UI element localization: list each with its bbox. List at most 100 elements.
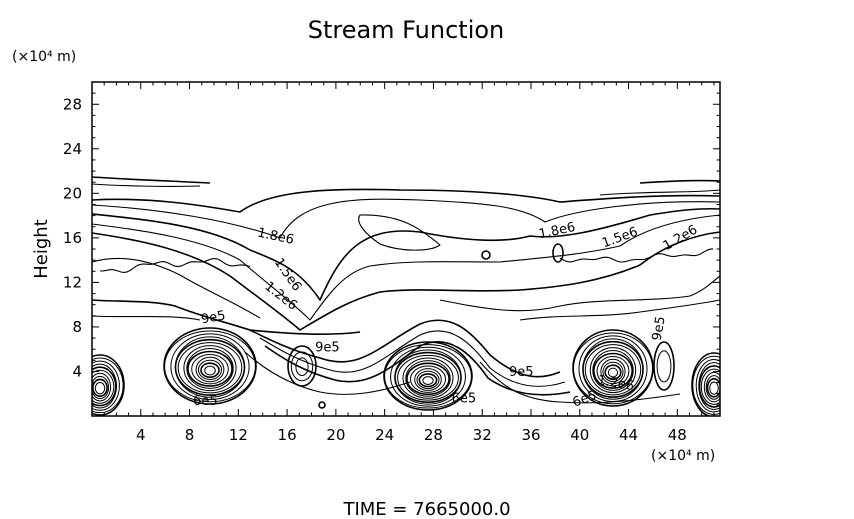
y-tick-label: 24: [63, 140, 82, 158]
vortex-contour: [164, 330, 256, 403]
vortex-contour: [607, 367, 619, 378]
vortex-contour: [198, 359, 222, 380]
x-tick-label: 32: [473, 426, 492, 444]
vortex-contour: [384, 344, 472, 409]
vortex-contour: [422, 376, 434, 385]
x-tick-label: 44: [619, 426, 638, 444]
upper-contour: [99, 257, 251, 273]
vortex-contour: [295, 357, 309, 377]
upper-contour: [92, 183, 201, 187]
vortex-contour: [92, 375, 110, 400]
upper-contour: [92, 176, 211, 184]
contour-label: 1.2e6: [661, 222, 701, 253]
upper-contour: [92, 257, 261, 319]
y-axis-label: Height: [31, 219, 52, 279]
vortex-contour: [578, 335, 648, 403]
x-tick-label: 36: [521, 426, 540, 444]
vortex-contour: [706, 378, 720, 398]
y-tick-label: 28: [63, 95, 82, 113]
band-contour: [264, 341, 571, 396]
vortex-contour: [572, 329, 654, 407]
vortex-contour: [390, 346, 466, 407]
chart-title: Stream Function: [308, 16, 505, 44]
vortex-contour: [582, 340, 644, 398]
y-tick-label: 8: [72, 318, 82, 336]
vortex-contour: [552, 243, 564, 263]
plot-frame: [91, 81, 721, 417]
vortex-contour: [177, 342, 243, 394]
x-tick-label: 12: [229, 426, 248, 444]
vortex-contour: [691, 352, 720, 416]
vortex-contour: [698, 362, 720, 410]
vortex-contour: [703, 371, 720, 403]
vortex-contour: [92, 357, 124, 414]
x-tick-label: 20: [326, 426, 345, 444]
vortex-contour: [287, 345, 317, 387]
upper-contour: [92, 315, 201, 321]
vortex-contour: [700, 368, 720, 405]
vortex-contour: [592, 350, 634, 391]
x-tick-label: 16: [278, 426, 297, 444]
band-contour: [244, 351, 411, 395]
contour-lines: [92, 176, 720, 416]
vortex-contour: [195, 356, 225, 383]
x-tick-label: 48: [668, 426, 687, 444]
vortex-contour: [410, 365, 446, 393]
y-tick-label: 4: [72, 362, 82, 380]
vortex-contour: [170, 333, 250, 401]
contour-label: 6e5: [571, 388, 599, 410]
vortex-contour: [183, 345, 237, 392]
upper-contour: [92, 198, 720, 239]
vortex-contour: [92, 372, 112, 402]
closed-contour: [358, 214, 441, 251]
vortex-contour: [592, 352, 633, 389]
upper-contour: [92, 207, 720, 301]
vortex-contour: [405, 360, 451, 397]
upper-contour: [92, 231, 720, 331]
contour-label: 1.2e6: [596, 373, 635, 394]
vortex-contour: [589, 347, 637, 394]
contour-label: 6e5: [193, 394, 218, 409]
vortex-contour: [94, 381, 106, 395]
vortex-contour: [584, 344, 642, 396]
upper-contour: [92, 188, 720, 213]
vortex-contour: [92, 354, 125, 416]
x-tick-label: 28: [424, 426, 443, 444]
vortex-contour: [406, 362, 450, 396]
upper-contour: [92, 299, 361, 335]
vortex-contour: [383, 341, 473, 411]
vortex-contour: [200, 362, 220, 379]
vortex-contour: [418, 373, 438, 388]
vortex-contour: [656, 350, 672, 383]
vortex-contour: [394, 351, 462, 404]
contour-label: 1.8e6: [256, 225, 295, 247]
vortex-contour: [698, 365, 720, 408]
contour-label: 9e5: [650, 315, 669, 342]
vortex-contour: [186, 348, 234, 389]
vortex-contour: [402, 357, 454, 399]
contour-label: 6e5: [452, 392, 477, 407]
x-tick-label: 40: [570, 426, 589, 444]
vortex-contour: [604, 364, 622, 381]
upper-contour: [599, 189, 720, 196]
vortex-contour: [416, 370, 440, 389]
time-label: TIME = 7665000.0: [342, 499, 510, 519]
vortex-contour: [705, 375, 720, 400]
vortex-contour: [602, 361, 624, 382]
vortex-contour: [596, 355, 630, 387]
vortex-contour: [290, 351, 314, 382]
vortex-contour: [92, 378, 108, 397]
band-contour: [259, 330, 566, 387]
upper-contour: [439, 275, 720, 312]
vortex-contour: [709, 381, 719, 395]
contour-label: 1.8e6: [537, 220, 576, 242]
contour-label: 9e5: [509, 365, 534, 380]
vortex-contour: [318, 401, 326, 409]
contour-label: 9e5: [315, 340, 340, 355]
contour-label: 9e5: [200, 308, 227, 327]
vortex-contour: [414, 368, 442, 391]
x-unit-label: (×10⁴ m): [651, 448, 715, 464]
vortex-contour: [573, 332, 653, 405]
